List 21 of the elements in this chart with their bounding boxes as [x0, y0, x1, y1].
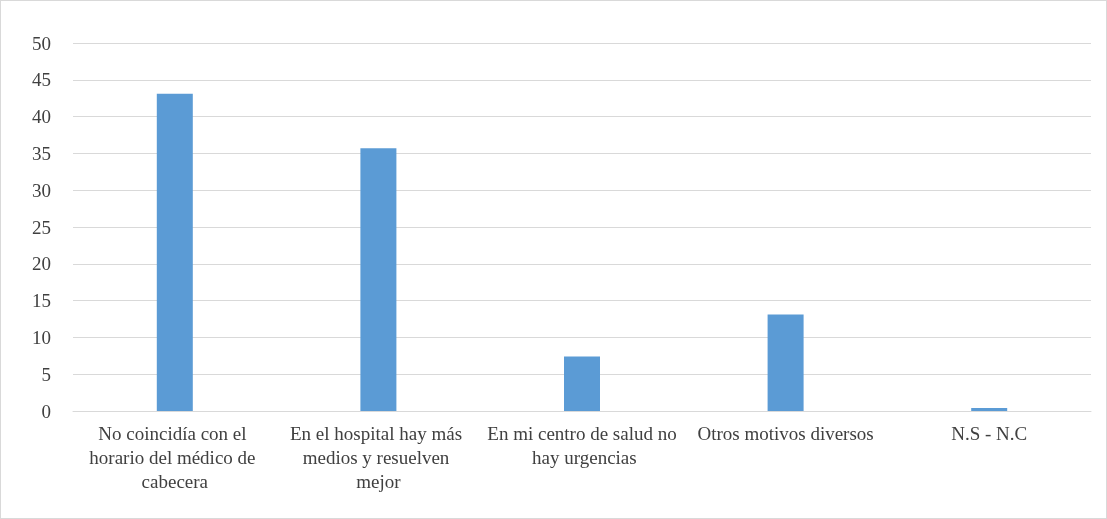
- bar: [971, 408, 1008, 411]
- x-tick-label: Otros motivos diversos: [697, 422, 874, 444]
- y-tick-label: 50: [32, 32, 51, 54]
- x-tick-label: No coincidía con el horario del médico de cabecera: [89, 422, 261, 492]
- bar: [156, 93, 193, 411]
- y-tick-label: 5: [41, 363, 51, 385]
- x-tick-label: N.S - N.C: [951, 422, 1028, 444]
- y-tick-label: 35: [32, 142, 51, 164]
- x-tick-label: En el hospital hay más medios y resuelven mejor: [290, 422, 467, 492]
- y-tick-label: 25: [32, 216, 51, 238]
- y-tick-label: 10: [32, 326, 51, 348]
- y-tick-label: 15: [32, 290, 51, 312]
- y-tick-label: 30: [32, 179, 51, 201]
- bar: [767, 314, 804, 411]
- y-tick-label: 40: [32, 106, 51, 128]
- bar: [360, 148, 397, 411]
- bar: [564, 356, 600, 411]
- y-tick-label: 45: [32, 69, 51, 91]
- y-tick-label: 0: [41, 400, 51, 422]
- y-tick-label: 20: [32, 253, 51, 275]
- x-tick-label: En mi centro de salud no hay urgencias: [487, 422, 677, 468]
